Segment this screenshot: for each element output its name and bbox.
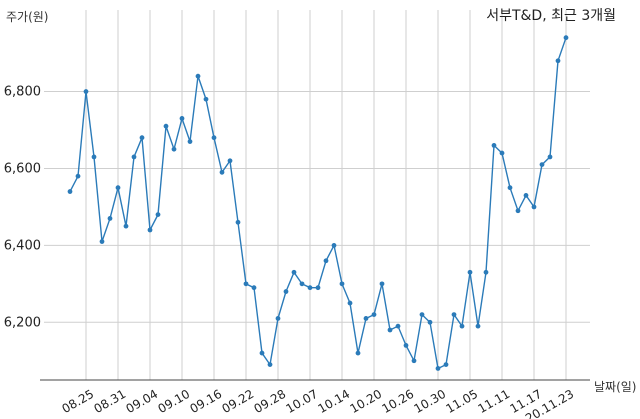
data-point (547, 154, 553, 160)
data-point (499, 150, 505, 156)
data-point (195, 73, 201, 79)
data-point (539, 162, 545, 168)
data-point (147, 227, 153, 233)
data-point (355, 350, 361, 356)
data-point (75, 173, 81, 179)
x-tick-label: 08.31 (92, 387, 129, 416)
data-point (451, 312, 457, 318)
x-tick-labels: 08.2508.3109.0409.1009.1609.2209.2810.07… (60, 387, 577, 419)
data-point (219, 169, 225, 175)
data-point (235, 219, 241, 225)
data-point (227, 158, 233, 164)
data-point (155, 212, 161, 218)
data-point (115, 185, 121, 191)
price-series-points (67, 35, 569, 371)
data-point (139, 135, 145, 141)
data-point (427, 319, 433, 325)
data-point (331, 242, 337, 248)
y-axis-label: 주가(원) (6, 10, 49, 24)
data-point (107, 216, 113, 221)
data-point (307, 285, 313, 291)
data-point (211, 135, 217, 141)
x-tick-label: 09.16 (188, 387, 225, 416)
chart-title: 서부T&D, 최근 3개월 (486, 8, 616, 24)
data-point (347, 300, 353, 306)
data-point (83, 89, 89, 94)
data-point (515, 208, 521, 214)
data-point (99, 239, 105, 244)
grid-lines (44, 10, 590, 380)
data-point (187, 139, 193, 144)
data-point (387, 327, 393, 333)
data-point (531, 204, 537, 210)
data-point (291, 269, 297, 275)
x-tick-label: 09.28 (252, 387, 289, 416)
data-point (483, 269, 489, 275)
x-tick-label: 10.30 (412, 387, 449, 416)
data-point (171, 146, 177, 152)
data-point (475, 323, 481, 329)
x-tick-label: 10.14 (316, 387, 353, 416)
data-point (259, 350, 265, 356)
data-point (283, 289, 289, 294)
x-tick-label: 10.20 (348, 387, 385, 416)
data-point (467, 269, 473, 275)
data-point (411, 358, 417, 364)
y-tick-label: 6,400 (4, 238, 41, 253)
data-point (299, 281, 305, 287)
data-point (379, 281, 385, 287)
data-point (203, 96, 209, 102)
data-point (523, 192, 529, 198)
x-tick-label: 10.07 (284, 387, 321, 416)
x-axis-label: 날짜(일) (594, 380, 637, 394)
x-tick-label: 10.26 (380, 387, 417, 416)
x-tick-label: 11.05 (444, 387, 481, 416)
x-tick-label: 09.04 (124, 387, 161, 416)
y-tick-labels: 6,200 6,400 6,600 6,800 (4, 85, 41, 331)
data-point (267, 362, 273, 368)
x-tick-label: 11.11 (476, 387, 513, 416)
data-point (163, 123, 169, 129)
data-point (459, 323, 465, 329)
x-tick-label: 08.25 (60, 387, 97, 416)
y-tick-label: 6,800 (4, 85, 41, 100)
data-point (491, 142, 497, 148)
data-point (123, 223, 129, 229)
data-point (371, 312, 377, 318)
data-point (67, 189, 73, 194)
data-point (131, 154, 137, 160)
data-point (323, 258, 329, 264)
data-point (339, 281, 345, 287)
data-point (251, 285, 257, 291)
data-point (363, 316, 369, 321)
data-point (435, 366, 441, 371)
data-point (315, 285, 321, 291)
data-point (395, 323, 401, 329)
data-point (419, 312, 425, 318)
data-point (563, 35, 569, 41)
x-tick-label: 09.22 (220, 387, 257, 416)
x-tick-label: 09.10 (156, 387, 193, 416)
data-point (507, 185, 513, 191)
data-point (275, 316, 281, 321)
data-point (555, 58, 561, 64)
data-point (91, 154, 97, 160)
y-tick-label: 6,200 (4, 315, 41, 330)
y-tick-label: 6,600 (4, 161, 41, 176)
data-point (243, 281, 249, 287)
price-series-line (69, 37, 567, 370)
data-point (179, 116, 185, 121)
data-point (403, 342, 409, 348)
data-point (443, 362, 449, 368)
